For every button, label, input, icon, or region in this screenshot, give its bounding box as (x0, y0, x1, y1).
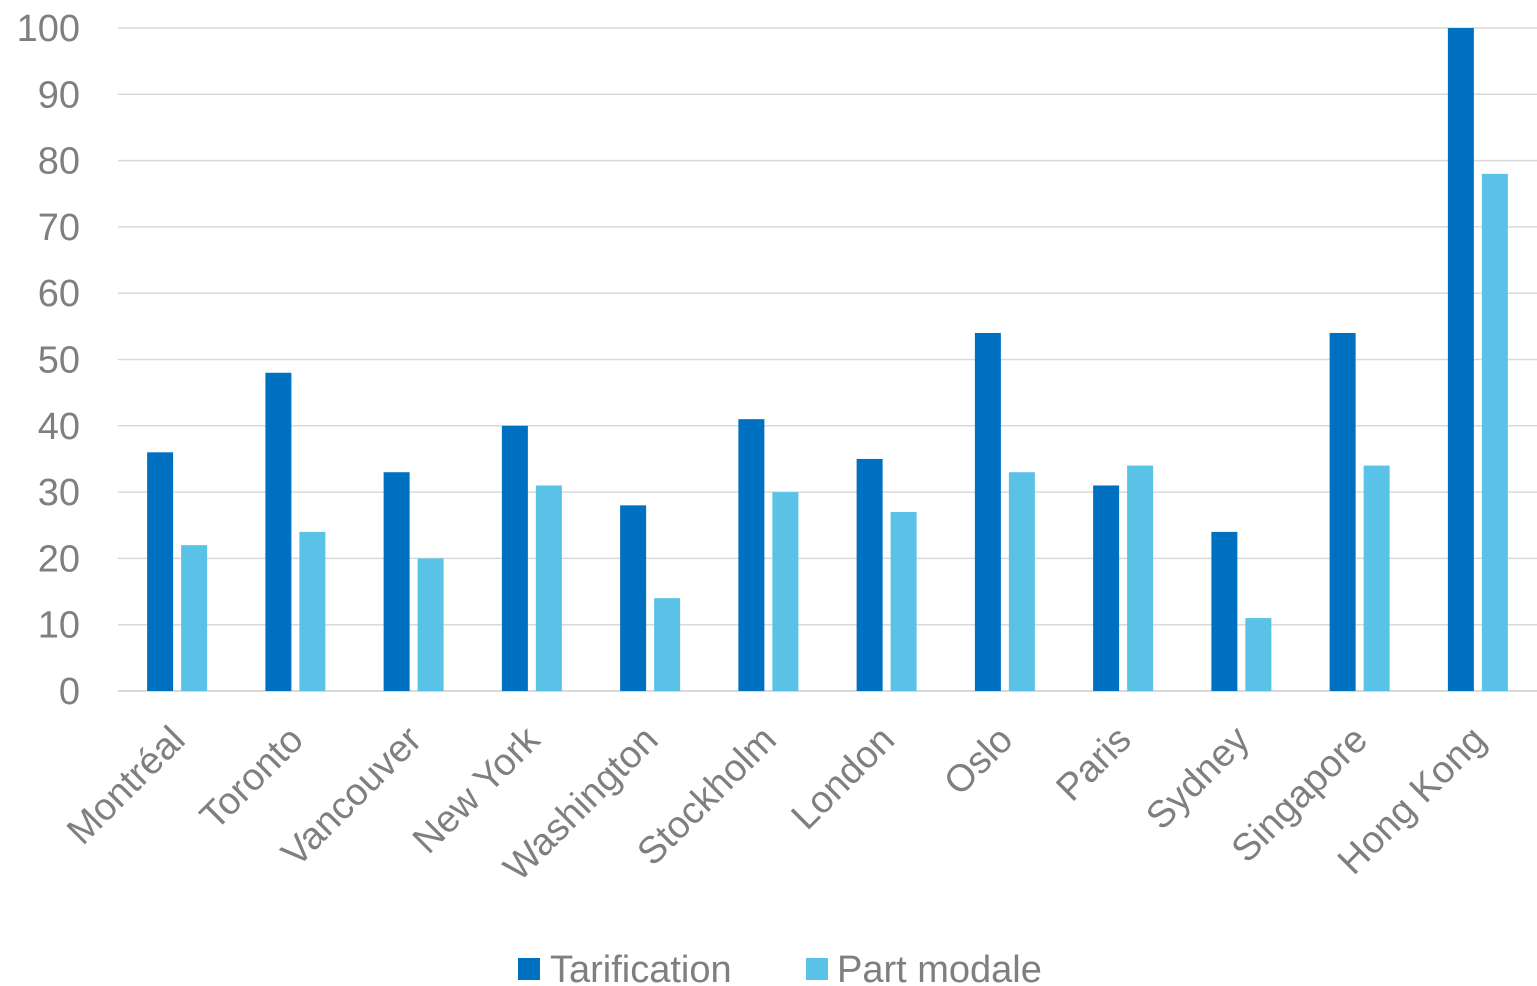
bar-part-modale-singapore (1363, 465, 1390, 691)
x-tick-label-sydney: Sydney (1138, 719, 1257, 838)
bar-part-modale-vancouver (417, 558, 444, 691)
y-tick-label: 80 (38, 141, 80, 183)
bar-part-modale-new-york (535, 485, 562, 691)
x-tick-label-london: London (784, 719, 903, 838)
y-tick-label: 90 (38, 74, 80, 116)
bar-part-modale-toronto (299, 531, 326, 691)
y-tick-label: 10 (38, 605, 80, 647)
bar-tarification-paris (1093, 485, 1120, 691)
x-tick-label-paris: Paris (1049, 719, 1140, 810)
bar-part-modale-london (890, 511, 917, 691)
bar-tarification-singapore (1329, 332, 1356, 691)
bar-part-modale-hong-kong (1481, 173, 1508, 692)
legend-swatch-tarification (518, 958, 540, 980)
bar-part-modale-montreal (181, 545, 208, 691)
bar-tarification-washington (620, 505, 647, 691)
y-axis-ticks: 0 10 20 30 40 50 60 70 80 90 100 (17, 8, 80, 713)
y-tick-label: 50 (38, 340, 80, 382)
bar-tarification-oslo (974, 332, 1001, 691)
bar-tarification-hong-kong (1447, 28, 1474, 691)
bar-tarification-vancouver (383, 472, 410, 691)
legend-label-part-modale: Part modale (837, 949, 1042, 986)
y-tick-label: 20 (38, 538, 80, 580)
bars (147, 28, 1508, 692)
bar-tarification-stockholm (738, 419, 765, 691)
bar-tarification-london (856, 458, 883, 691)
gridlines (118, 27, 1537, 692)
y-tick-label: 100 (17, 8, 80, 50)
y-tick-label: 40 (38, 406, 80, 448)
x-tick-label-oslo: Oslo (936, 719, 1021, 804)
x-tick-label-montreal: Montréal (59, 719, 193, 853)
bar-part-modale-paris (1127, 465, 1154, 691)
legend: Tarification Part modale (518, 949, 1042, 986)
bar-part-modale-washington (654, 598, 681, 691)
bar-tarification-montreal (147, 452, 174, 691)
y-tick-label: 60 (38, 273, 80, 315)
x-tick-label-toronto: Toronto (192, 719, 311, 838)
bar-tarification-new-york (501, 425, 528, 691)
bar-tarification-toronto (265, 372, 292, 691)
y-tick-label: 0 (59, 671, 80, 713)
y-tick-label: 70 (38, 207, 80, 249)
bar-part-modale-sydney (1245, 618, 1272, 691)
bar-part-modale-stockholm (772, 492, 799, 691)
y-tick-label: 30 (38, 472, 80, 514)
legend-label-tarification: Tarification (550, 949, 732, 986)
bar-tarification-sydney (1211, 531, 1238, 691)
bar-part-modale-oslo (1008, 472, 1035, 691)
legend-swatch-part-modale (806, 958, 828, 980)
